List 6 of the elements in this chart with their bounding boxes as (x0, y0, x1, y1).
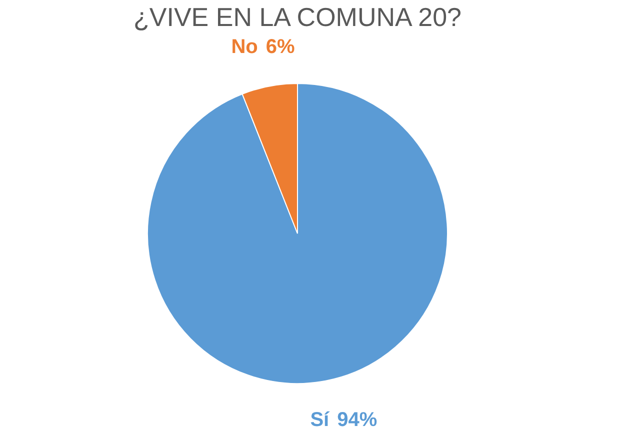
slice-label: No (231, 36, 258, 58)
data-label: 6% (266, 36, 296, 58)
chart-title: ¿VIVE EN LA COMUNA 20? (133, 2, 462, 32)
data-label: 94% (337, 409, 378, 432)
pie-slice (147, 83, 448, 384)
slice-label: Sí (310, 409, 331, 432)
